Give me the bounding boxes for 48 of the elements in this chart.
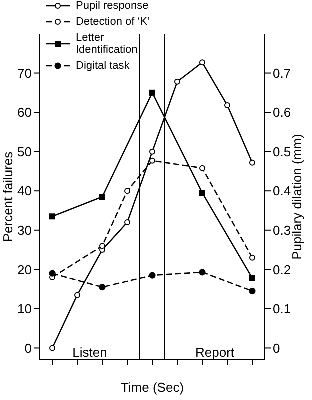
x-axis-title: Time (Sec) — [120, 380, 184, 395]
legend-label: Letter Identification — [76, 32, 139, 56]
y-tick-label: 70 — [18, 66, 32, 81]
y2-tick-label: 0.1 — [273, 302, 292, 317]
point — [49, 270, 56, 277]
y2-tick-label: 0.5 — [273, 144, 292, 160]
y2-tick-label: 0.6 — [273, 105, 292, 120]
y-tick-label: 0 — [24, 340, 32, 356]
point — [150, 90, 156, 96]
y-tick-label: 10 — [18, 302, 32, 317]
y2-tick-label: 0 — [273, 340, 280, 356]
annotation: Report — [194, 345, 236, 360]
point — [149, 272, 156, 279]
y-tick-label: 30 — [18, 223, 32, 238]
annotation: Listen — [72, 345, 108, 360]
point — [199, 269, 206, 276]
point — [99, 284, 106, 291]
y2-axis-title: Pupilary dilation (mm) — [290, 134, 305, 260]
legend-label: Detection of ‘K’ — [76, 16, 151, 28]
point — [150, 148, 156, 155]
point — [100, 194, 106, 200]
point — [100, 243, 106, 250]
point — [200, 60, 206, 66]
point — [250, 254, 256, 261]
y2-tick-label: 0.2 — [273, 262, 292, 278]
y2-tick-label: 0.3 — [273, 223, 292, 238]
y-tick-label: 50 — [18, 144, 32, 160]
point — [200, 190, 206, 196]
point — [250, 160, 256, 166]
point — [174, 78, 180, 85]
y-tick-label: 60 — [18, 105, 32, 120]
point — [224, 102, 230, 108]
y-tick-label: 20 — [18, 262, 32, 278]
point — [74, 292, 80, 298]
point — [150, 158, 156, 164]
point — [50, 345, 56, 352]
point — [250, 275, 256, 282]
point — [124, 220, 130, 226]
y-axis-title: Percent failures — [0, 151, 16, 242]
y2-tick-label: 0.4 — [273, 184, 292, 199]
legend-label: Digital task — [76, 60, 131, 72]
legend-label: Pupil response — [76, 0, 150, 12]
y2-tick-label: 0.7 — [273, 66, 292, 81]
point — [249, 288, 256, 295]
point — [124, 188, 130, 194]
point — [200, 165, 206, 172]
point — [50, 214, 56, 220]
y-tick-label: 40 — [18, 184, 32, 199]
